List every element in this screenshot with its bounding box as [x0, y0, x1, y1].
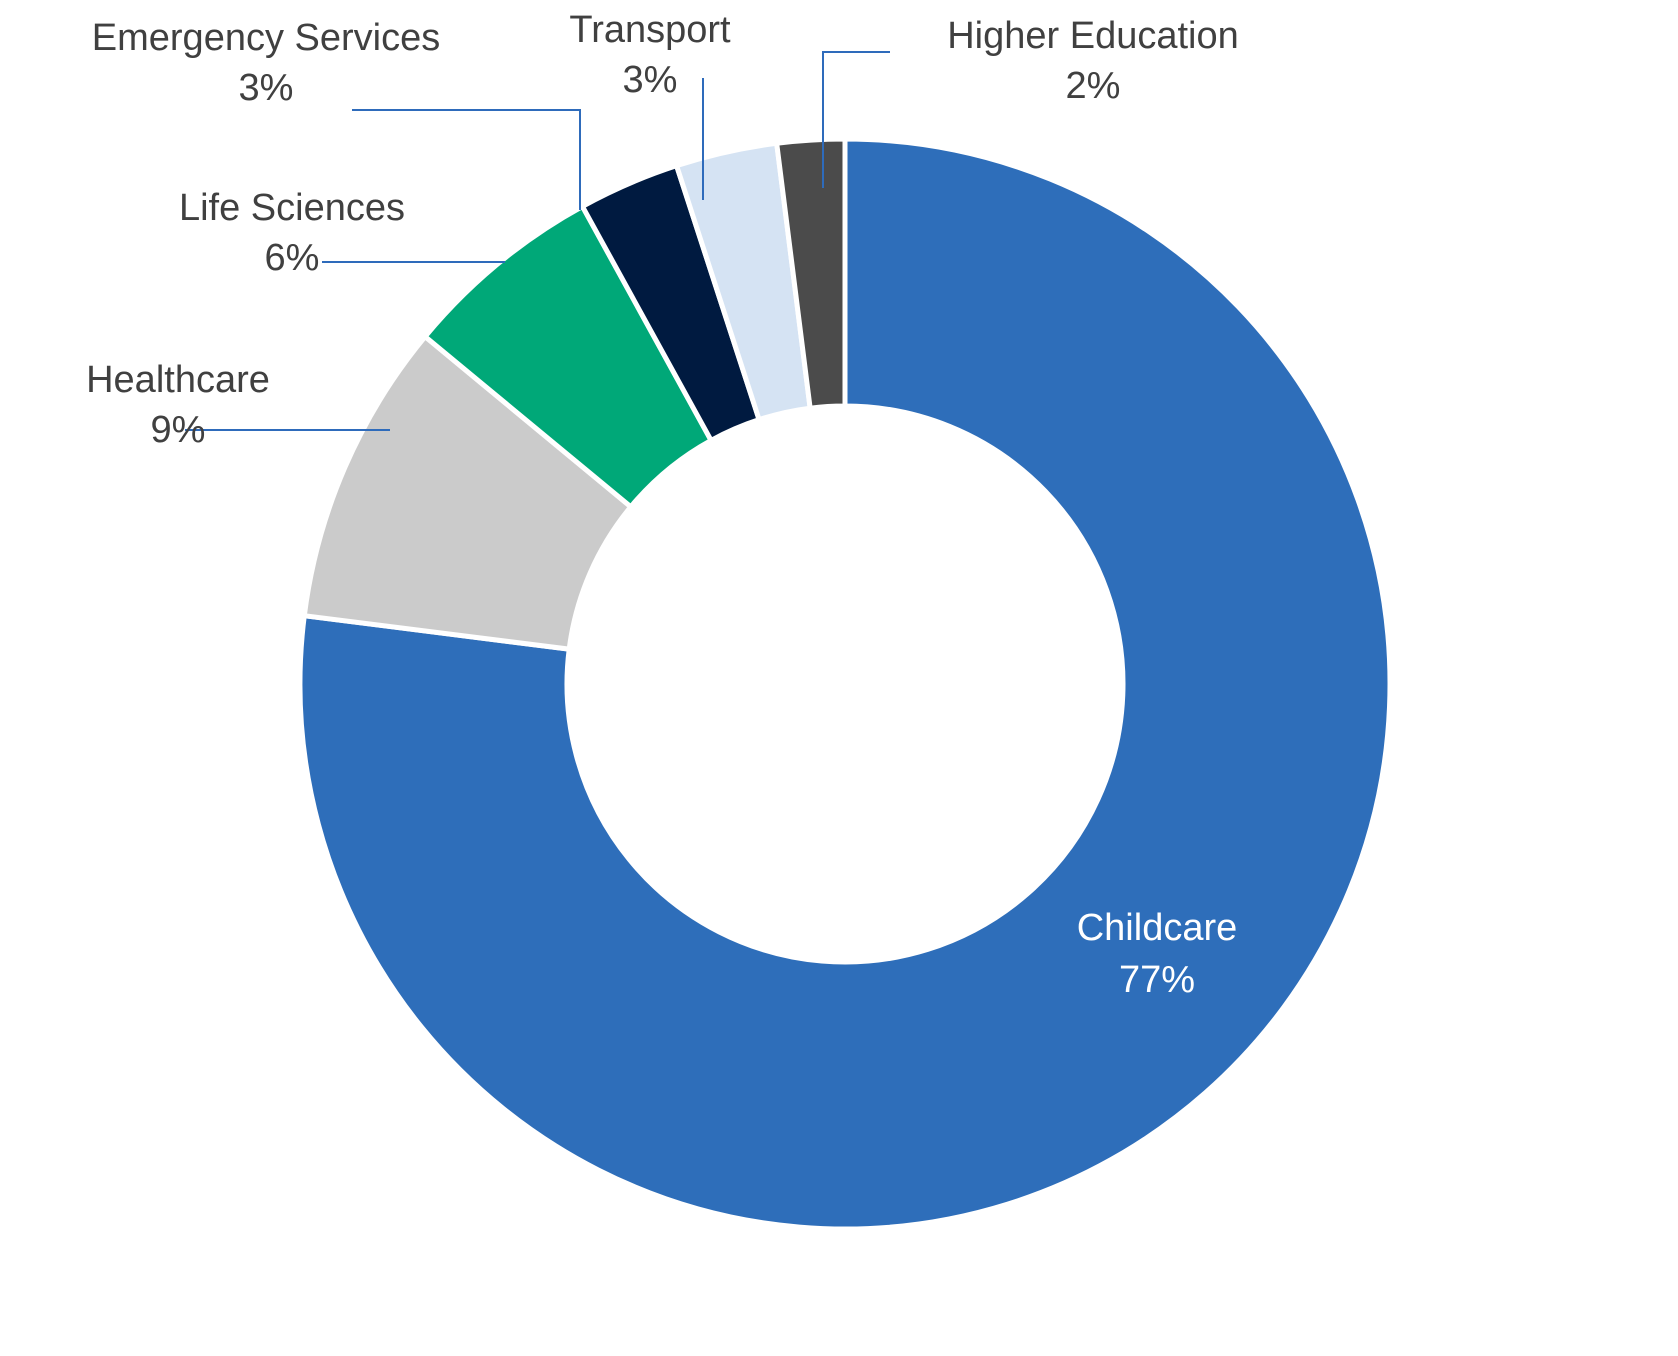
- leader-line-higher-education: [822, 51, 890, 188]
- label-higher-education: Higher Education: [947, 15, 1239, 57]
- label-healthcare: Healthcare: [86, 359, 270, 401]
- value-label-healthcare: 9%: [151, 409, 206, 451]
- label-childcare: Childcare: [1077, 907, 1238, 949]
- label-emergency-services: Emergency Services: [92, 17, 440, 59]
- slice-childcare: [297, 136, 1393, 1232]
- value-label-higher-education: 2%: [1066, 65, 1121, 107]
- label-life-sciences: Life Sciences: [179, 187, 405, 229]
- slice-higher-education: [773, 136, 848, 411]
- value-label-emergency-services: 3%: [239, 67, 294, 109]
- slices-group: [297, 136, 1393, 1232]
- leader-lines-group: [185, 51, 890, 431]
- value-label-childcare: 77%: [1119, 959, 1195, 1001]
- leader-line-emergency-services: [352, 109, 581, 210]
- label-transport: Transport: [569, 9, 731, 51]
- value-label-transport: 3%: [623, 59, 678, 101]
- value-label-life-sciences: 6%: [265, 237, 320, 279]
- labels-group: Childcare 77% Healthcare 9% Life Sciences 6% E…: [86, 9, 1239, 1001]
